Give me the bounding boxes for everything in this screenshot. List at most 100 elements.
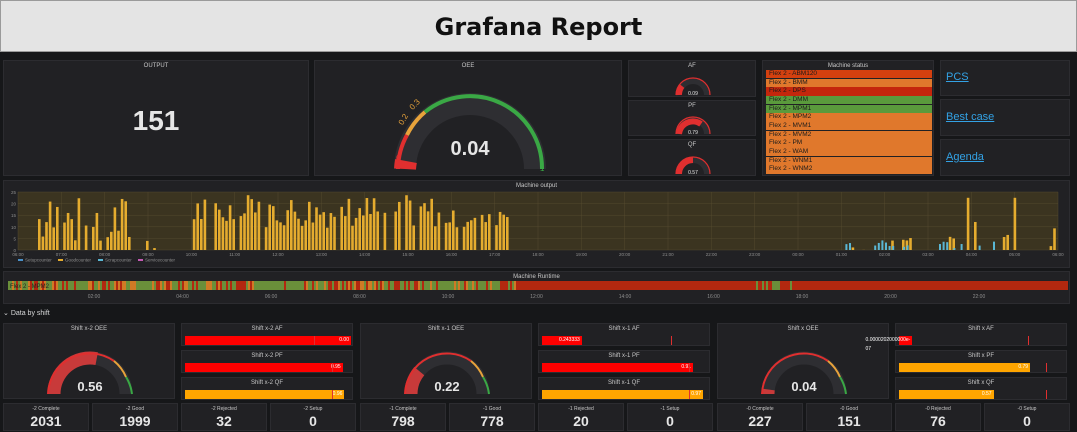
x-tick-label: 17:00 — [489, 252, 501, 257]
oee-gauge: 0 0.2 0.3 1 0.04 — [394, 93, 546, 173]
oee-gauge-value-arc — [394, 158, 417, 170]
output-bar — [966, 197, 970, 250]
x-tick-label: 09:00 — [142, 252, 154, 257]
output-bar — [1006, 234, 1009, 250]
pcs-link[interactable]: PCS — [946, 71, 969, 83]
qf-gauge: 0.57 — [675, 156, 711, 176]
agenda-link[interactable]: Agenda — [946, 151, 984, 163]
y-tick-label: 5 — [13, 236, 16, 241]
x-tick-label: 05:00 — [1009, 252, 1021, 257]
shift-stat-value: 20 — [573, 413, 589, 429]
x-tick-label: 22:00 — [706, 252, 718, 257]
shift-pf-panel: Shift x PF 0.79 — [895, 350, 1067, 373]
shift-stat-label: -0 Complete — [746, 406, 774, 412]
output-bar — [41, 236, 45, 250]
machine-status-row: Flex 2 - DPS — [766, 87, 932, 96]
machine-runtime-panel: Machine Runtime Flex 2 - MPM2 02:00 04:00 0… — [3, 271, 1070, 304]
output-bar — [268, 204, 271, 250]
machine-status-row: Flex 2 - MPM2 — [766, 113, 932, 122]
shift-stat-label: -1 Setup — [660, 406, 680, 412]
output-value: 151 — [132, 105, 180, 136]
legend-label: Servicecounter — [145, 258, 176, 263]
output-bar — [412, 225, 415, 250]
x-tick-label: 07:00 — [56, 252, 68, 257]
agenda-link-panel: Agenda — [940, 139, 1070, 176]
x-tick-label: 06:00 — [1052, 252, 1064, 257]
output-bar — [498, 211, 502, 250]
x-tick-label: 23:00 — [749, 252, 761, 257]
shift-oee-gauge: 0.04 — [761, 351, 847, 395]
runtime-x-tick: 12:00 — [530, 294, 543, 300]
shift-af-value: 0.00 — [339, 337, 349, 343]
output-bar — [362, 215, 365, 250]
scrap-bar — [888, 246, 891, 250]
scrap-bar — [953, 247, 956, 250]
output-bar — [153, 248, 156, 250]
output-bar — [146, 240, 149, 250]
shift-qf-title: Shift x-1 QF — [607, 380, 640, 386]
output-bar — [369, 214, 372, 250]
shift-qf-bar: 0.97 — [542, 390, 703, 399]
output-bar — [455, 227, 459, 250]
shift-af-panel: Shift x AF 0.0000202000000e-07 — [866, 323, 1067, 352]
output-bar — [228, 205, 232, 250]
scrap-bar — [946, 242, 949, 250]
x-tick-label: 20:00 — [619, 252, 631, 257]
machine-status-row: Flex 2 - WNM2 — [766, 165, 932, 174]
machine-status-row: Flex 2 - WNM1 — [766, 156, 932, 166]
data-by-shift-header[interactable]: ⌄ Data by shift — [3, 309, 203, 321]
output-bar — [63, 222, 66, 250]
shift-qf-panel: Shift x QF 0.57 — [895, 377, 1067, 400]
machine-runtime-chart: Flex 2 - MPM2 02:00 04:00 06:00 08:00 10:00 12… — [8, 281, 1068, 300]
shift-oee-value: 0.22 — [434, 379, 459, 394]
output-bar — [264, 227, 268, 250]
shift-stat-value: 778 — [480, 413, 504, 429]
scrap-bar — [939, 244, 941, 250]
output-bar — [120, 198, 124, 250]
shift-stat-value: 798 — [391, 413, 415, 429]
output-bar — [192, 219, 196, 250]
output-bar — [419, 206, 423, 250]
shift-pf-threshold-marker — [689, 363, 690, 372]
shift-oee-gauge: 0.22 — [404, 351, 490, 395]
x-tick-label: 12:00 — [272, 252, 284, 257]
runtime-row-label: Flex 2 - MPM2 — [10, 284, 50, 290]
shift-stat-panel: -2 Rejected 32 — [181, 403, 267, 431]
machine-status-row: Flex 2 - PM — [766, 139, 932, 148]
output-bar — [398, 201, 401, 250]
shift-stat-panel: -0 Complete 227 — [717, 403, 803, 431]
shift-oee-gauge: 0.56 — [47, 351, 133, 395]
x-tick-label: 04:00 — [966, 252, 978, 257]
x-tick-label: 06:00 — [12, 252, 24, 257]
output-bar — [315, 207, 318, 250]
qf-title: QF — [687, 142, 697, 148]
x-tick-label: 15:00 — [402, 252, 414, 257]
shift-qf-title: Shift x QF — [967, 380, 995, 386]
shift-stat-panel: -0 Good 151 — [806, 403, 892, 431]
best-case-link[interactable]: Best case — [946, 111, 995, 123]
output-panel: OUTPUT 151 — [3, 60, 309, 176]
shift-oee-title: Shift x OEE — [787, 326, 819, 332]
scrap-bar — [993, 241, 995, 250]
output-bar — [322, 212, 325, 250]
output-bar — [372, 198, 376, 250]
output-bar — [308, 201, 311, 250]
shift-stat-label: -0 Good — [839, 406, 859, 412]
output-bar — [70, 219, 73, 250]
shift-oee-panel: Shift x-2 OEE 0.56 — [3, 323, 175, 399]
output-bar — [84, 225, 88, 250]
shift-af-bar: 0.00 — [185, 336, 351, 345]
af-gauge: 0.09 — [675, 77, 711, 97]
shift-stat-panel: -1 Setup 0 — [627, 403, 713, 431]
runtime-x-tick: 14:00 — [619, 294, 632, 300]
output-bar — [246, 195, 250, 250]
shift-qf-panel: Shift x-2 QF 0.96 — [181, 377, 353, 400]
x-tick-label: 16:00 — [446, 252, 458, 257]
output-bar — [1013, 197, 1017, 250]
y-tick-label: 10 — [11, 225, 17, 230]
report-title-bar: Grafana Report — [0, 0, 1077, 52]
pcs-link-panel: PCS — [940, 60, 1070, 96]
output-bar — [311, 222, 315, 250]
machine-status-panel: Machine status Flex 2 - ABM120 Flex 2 - B… — [762, 60, 934, 176]
legend-swatch — [98, 259, 103, 261]
